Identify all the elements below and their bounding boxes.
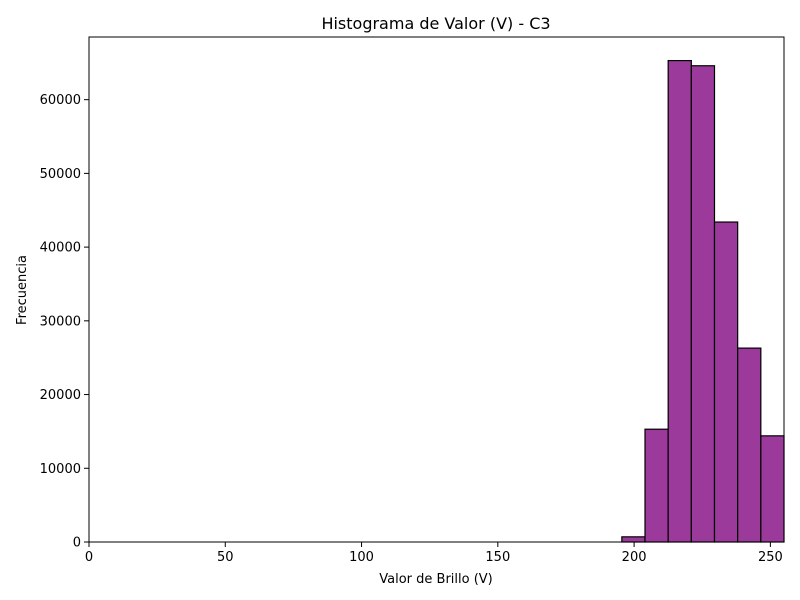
x-tick-label-2: 100 [349,550,374,565]
y-tick-label-4: 40000 [40,241,81,256]
y-tick-label-2: 20000 [40,388,81,403]
x-tick-label-5: 250 [758,550,783,565]
histogram-bar-1 [644,428,669,543]
histogram-bar-5 [737,347,762,543]
y-tick-label-1: 10000 [40,462,81,477]
x-axis-label: Valor de Brillo (V) [379,572,493,587]
x-tick-label-4: 200 [622,550,647,565]
x-tick-label-0: 0 [85,550,93,565]
y-tick-label-0: 0 [73,536,81,551]
x-tick-label-3: 150 [485,550,510,565]
histogram-bar-6 [760,435,785,543]
histogram-bar-4 [713,221,739,543]
histogram-bars [621,59,785,543]
histogram-bar-3 [690,65,716,543]
y-tick-label-5: 50000 [40,167,81,182]
y-tick-label-3: 30000 [40,314,81,329]
histogram-bar-0 [621,536,646,543]
histogram-bar-2 [667,59,692,543]
x-tick-label-1: 50 [217,550,234,565]
y-tick-label-6: 60000 [40,93,81,108]
y-axis-label: Frecuencia [15,255,30,325]
chart-title: Histograma de Valor (V) - C3 [321,14,550,33]
x-axis-ticks: 0 50 100 150 200 250 [85,542,783,565]
y-axis-ticks: 0 10000 20000 30000 40000 50000 60000 [40,93,89,551]
plot-frame [88,36,785,543]
